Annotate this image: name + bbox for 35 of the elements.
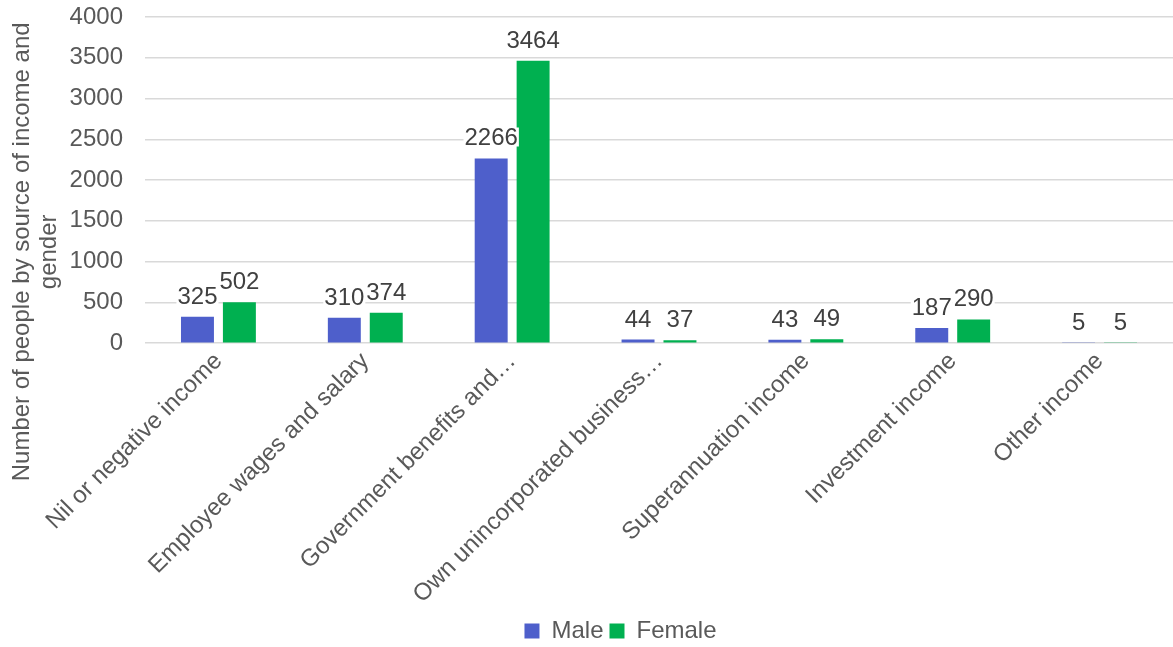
bar xyxy=(474,158,508,343)
data-label: 43 xyxy=(771,304,799,332)
bar xyxy=(369,312,403,343)
bar xyxy=(915,327,949,343)
data-label: 5 xyxy=(1113,307,1128,335)
data-label: 3464 xyxy=(506,25,560,53)
data-label: 5 xyxy=(1071,307,1086,335)
legend-label: Female xyxy=(636,615,717,643)
data-label: 325 xyxy=(177,281,218,309)
bar xyxy=(222,302,256,343)
data-label: 37 xyxy=(666,305,694,333)
bar xyxy=(327,317,361,343)
y-tick-label: 4000 xyxy=(69,1,123,29)
bar xyxy=(516,60,550,343)
data-label: 49 xyxy=(813,304,841,332)
y-tick-label: 3000 xyxy=(69,83,123,111)
data-label: 310 xyxy=(324,282,365,310)
y-axis-title: Number of people by source of income and gender xyxy=(6,22,61,482)
y-tick-label: 2000 xyxy=(69,164,123,192)
data-label: 502 xyxy=(219,267,260,295)
y-tick-label: 1000 xyxy=(69,246,123,274)
y-tick-label: 0 xyxy=(109,327,123,355)
data-label: 374 xyxy=(366,277,407,305)
data-label: 2266 xyxy=(464,123,518,151)
data-label: 44 xyxy=(624,304,652,332)
data-label: 290 xyxy=(953,284,994,312)
bar xyxy=(180,316,214,343)
bar xyxy=(957,319,991,343)
data-label: 187 xyxy=(911,292,952,320)
bar xyxy=(810,339,844,343)
y-tick-label: 500 xyxy=(82,287,123,314)
y-tick-label: 1500 xyxy=(69,205,123,233)
y-tick-label: 2500 xyxy=(69,123,123,151)
y-tick-label: 3500 xyxy=(69,42,123,70)
legend-label: Male xyxy=(551,615,604,643)
